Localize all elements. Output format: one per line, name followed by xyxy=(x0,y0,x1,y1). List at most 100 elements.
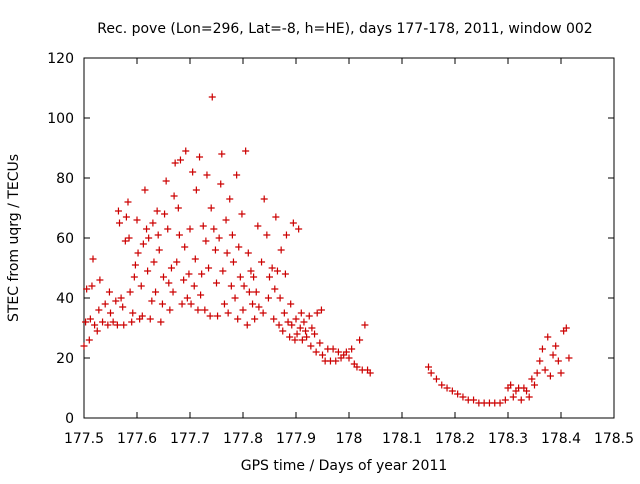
data-point xyxy=(121,237,129,245)
data-point xyxy=(334,348,342,356)
data-point xyxy=(427,369,435,377)
x-tick-label: 177.8 xyxy=(223,431,263,447)
data-point xyxy=(109,318,117,326)
data-point xyxy=(165,279,173,287)
data-point xyxy=(119,303,127,311)
data-point xyxy=(139,240,147,248)
data-point xyxy=(316,339,324,347)
data-point xyxy=(308,324,316,332)
data-point xyxy=(205,264,213,272)
data-point xyxy=(157,318,165,326)
data-point xyxy=(296,324,304,332)
data-point xyxy=(319,351,326,359)
data-point xyxy=(131,261,139,269)
data-point xyxy=(249,300,257,308)
data-point xyxy=(86,315,94,323)
x-tick-label: 177.6 xyxy=(117,431,157,447)
data-point xyxy=(305,312,313,320)
data-point xyxy=(148,297,156,305)
data-point xyxy=(144,267,152,275)
data-point xyxy=(208,93,216,101)
data-point xyxy=(236,273,244,281)
data-point xyxy=(242,147,250,155)
data-point xyxy=(438,381,446,389)
data-point xyxy=(138,312,146,320)
data-point xyxy=(270,315,278,323)
data-point xyxy=(509,393,517,401)
data-point xyxy=(126,288,134,296)
data-point xyxy=(525,393,533,401)
data-point xyxy=(206,312,214,320)
data-point xyxy=(292,315,300,323)
data-point xyxy=(130,273,138,281)
data-point xyxy=(271,285,279,293)
data-point xyxy=(182,147,190,155)
plot-frame xyxy=(83,57,615,419)
data-point xyxy=(104,321,112,329)
data-point xyxy=(276,294,284,302)
data-point xyxy=(313,309,321,317)
data-point xyxy=(523,387,531,395)
data-point xyxy=(546,372,554,380)
data-point xyxy=(254,222,262,230)
data-point xyxy=(196,153,204,161)
y-tick-label: 120 xyxy=(47,51,74,67)
data-point xyxy=(198,270,206,278)
data-point xyxy=(155,246,163,254)
data-point xyxy=(129,309,137,317)
y-tick-label: 100 xyxy=(47,111,74,127)
data-point xyxy=(141,186,149,194)
data-point xyxy=(562,324,570,332)
data-points xyxy=(80,93,573,407)
data-point xyxy=(228,231,236,239)
x-axis-label: GPS time / Days of year 2011 xyxy=(241,458,448,474)
data-point xyxy=(88,282,96,290)
data-point xyxy=(227,282,235,290)
data-point xyxy=(557,369,565,377)
data-point xyxy=(194,306,202,314)
x-tick-label: 178.5 xyxy=(594,431,634,447)
data-point xyxy=(260,195,268,203)
data-point xyxy=(251,315,259,323)
data-point xyxy=(83,285,91,293)
data-point xyxy=(538,345,546,353)
data-point xyxy=(175,231,183,239)
y-tick-label: 0 xyxy=(65,411,74,427)
data-point xyxy=(239,306,247,314)
data-point xyxy=(120,321,128,329)
data-point xyxy=(287,300,295,308)
data-point xyxy=(311,330,319,338)
data-point xyxy=(186,225,194,233)
data-point xyxy=(153,207,161,215)
data-point xyxy=(247,267,255,275)
data-point xyxy=(222,216,230,224)
data-point xyxy=(297,309,305,317)
data-point xyxy=(185,270,193,278)
data-point xyxy=(275,321,283,329)
data-point xyxy=(289,219,297,227)
data-point xyxy=(507,381,515,389)
data-point xyxy=(552,342,560,350)
data-point xyxy=(259,309,267,317)
x-tick-label: 178 xyxy=(336,431,363,447)
data-point xyxy=(170,192,178,200)
data-point xyxy=(226,195,234,203)
data-point xyxy=(300,318,308,326)
data-point xyxy=(211,246,219,254)
data-point xyxy=(220,300,228,308)
data-point xyxy=(244,249,252,257)
data-point xyxy=(332,357,340,365)
data-point xyxy=(143,225,151,233)
data-point xyxy=(133,216,141,224)
data-point xyxy=(263,231,271,239)
data-point xyxy=(215,234,223,242)
data-point xyxy=(183,294,191,302)
data-point xyxy=(282,231,290,239)
data-point xyxy=(288,321,296,329)
data-point xyxy=(303,333,311,341)
data-point xyxy=(213,279,220,287)
data-point xyxy=(145,234,153,242)
data-point xyxy=(517,396,525,404)
data-point xyxy=(161,210,169,218)
